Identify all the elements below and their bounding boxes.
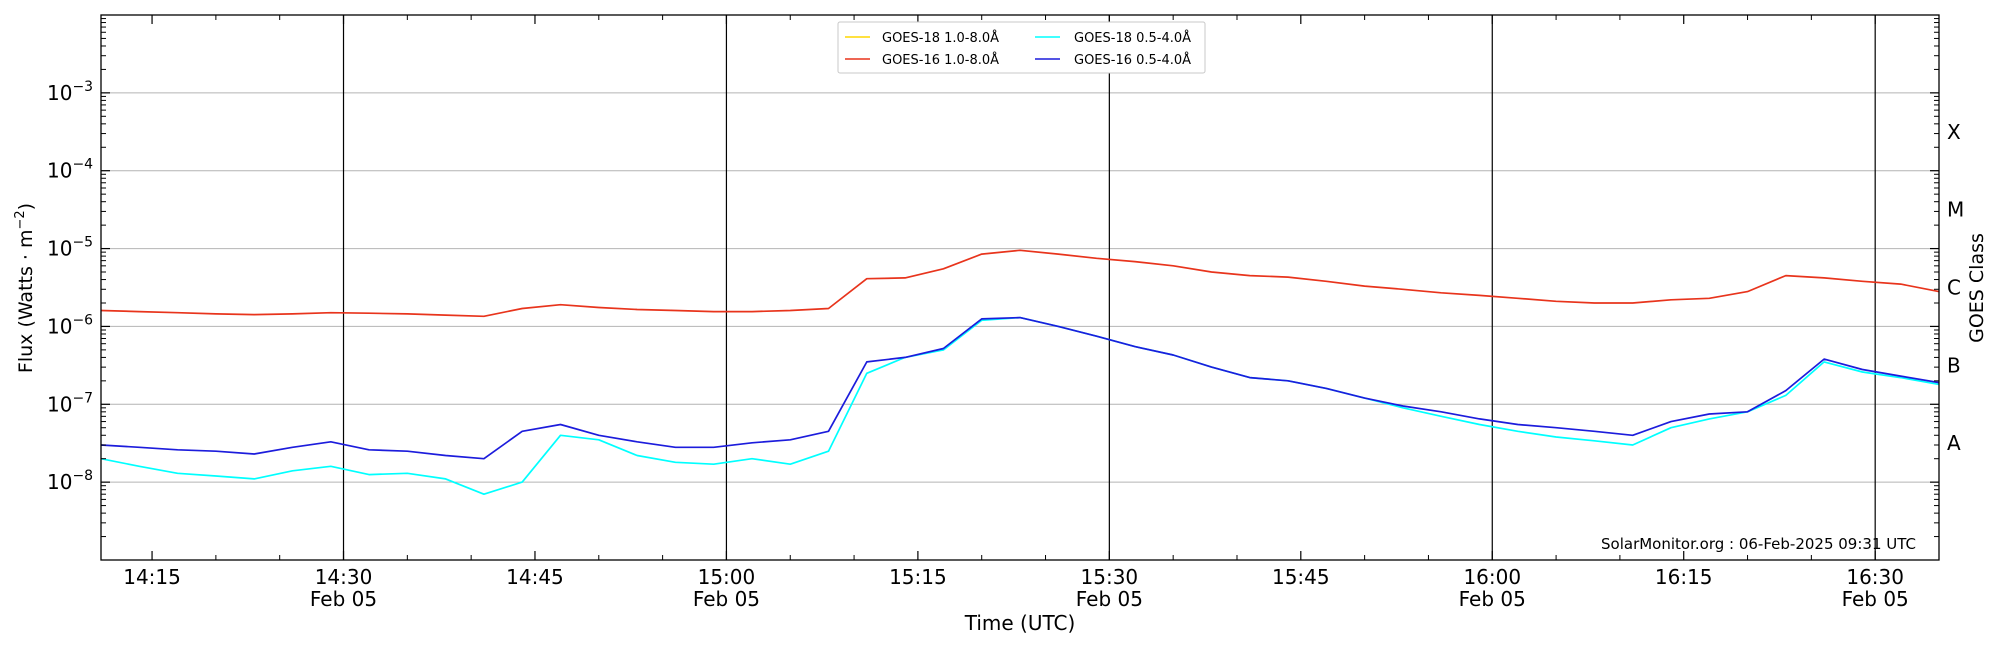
- x-tick-label: 14:15: [123, 565, 181, 589]
- x-tick-label: 16:30: [1846, 565, 1904, 589]
- x-tick-date-label: Feb 05: [1459, 587, 1526, 611]
- x-tick-label: 16:00: [1463, 565, 1521, 589]
- y-tick-label: 10−7: [47, 390, 93, 416]
- x-tick-label: 16:15: [1655, 565, 1713, 589]
- goes-class-label: M: [1947, 198, 1964, 222]
- x-tick-label: 15:30: [1081, 565, 1139, 589]
- y-axis: 10−3 10−4 10−5 10−6 10−7 10−8: [47, 18, 1939, 538]
- legend: GOES-18 1.0-8.0Å GOES-16 1.0-8.0Å GOES-1…: [837, 21, 1206, 74]
- plot-frame: [100, 14, 1940, 561]
- x-tick-label: 15:15: [889, 565, 947, 589]
- y-tick-label: 10−6: [47, 312, 93, 338]
- legend-label-goes18-long: GOES-18 1.0-8.0Å: [882, 30, 999, 46]
- x-tick-date-label: Feb 05: [310, 587, 377, 611]
- goes-class-axis-label: GOES Class: [1966, 233, 1988, 343]
- y-axis-label-exponent: −2: [13, 210, 28, 229]
- y-tick-label: 10−4: [47, 157, 93, 183]
- y-axis-label-close: ): [15, 203, 37, 210]
- x-tick-date-label: Feb 05: [693, 587, 760, 611]
- y-tick-label: 10−3: [47, 79, 93, 105]
- x-tick-label: 15:00: [698, 565, 756, 589]
- series-line: [100, 249, 1940, 318]
- source-annotation: SolarMonitor.org : 06-Feb-2025 09:31 UTC: [1601, 535, 1916, 553]
- y-axis-label-text: Flux (Watts · m: [15, 230, 37, 374]
- series-line: [100, 316, 1940, 460]
- legend-label-goes16-short: GOES-16 0.5-4.0Å: [1074, 52, 1191, 68]
- goes-class-label: X: [1947, 120, 1961, 144]
- goes-class-label: B: [1947, 353, 1961, 377]
- y-tick-label: 10−8: [47, 468, 93, 494]
- x-axis-label: Time (UTC): [964, 611, 1076, 635]
- y-tick-label: 10−5: [47, 235, 93, 261]
- goes-class-axis: X M C B A: [1947, 120, 1964, 455]
- y-axis-label: Flux (Watts · m−2): [13, 203, 37, 373]
- x-tick-date-label: Feb 05: [1842, 587, 1909, 611]
- legend-label-goes16-long: GOES-16 1.0-8.0Å: [882, 52, 999, 68]
- vertical-day-lines: [342, 15, 1876, 560]
- x-tick-date-label: Feb 05: [1076, 587, 1143, 611]
- x-tick-label: 14:45: [506, 565, 564, 589]
- goes-class-label: A: [1947, 431, 1961, 455]
- legend-label-goes18-short: GOES-18 0.5-4.0Å: [1074, 30, 1191, 46]
- series-line: [100, 316, 1940, 496]
- x-tick-label: 15:45: [1272, 565, 1330, 589]
- legend-box: [837, 21, 1206, 74]
- goes-class-label: C: [1947, 276, 1961, 300]
- grid-lines: [101, 92, 1939, 483]
- plot-series: [100, 249, 1940, 496]
- x-tick-label: 14:30: [315, 565, 373, 589]
